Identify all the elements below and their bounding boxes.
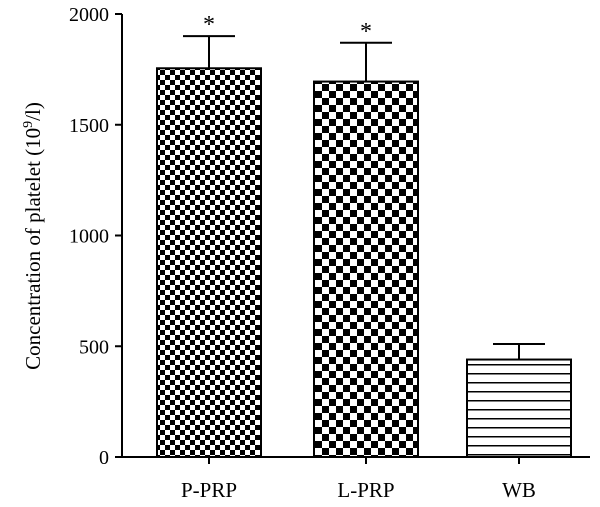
y-axis-title-end: /l): [21, 102, 45, 121]
y-tick-label-0: 0: [99, 447, 109, 469]
y-ticks-layer: 0 500 1000 1500 2000: [69, 4, 122, 469]
bar-wb: [466, 358, 572, 459]
x-labels-layer: P-PRP L-PRP WB: [181, 457, 536, 502]
y-axis-title: Concentration of platelet (109/l): [21, 102, 45, 370]
y-tick-label-1500: 1500: [69, 115, 109, 137]
y-tick-label-2000: 2000: [69, 4, 109, 26]
y-tick-label-500: 500: [79, 336, 109, 358]
significance-mark-p-prp: *: [203, 12, 215, 38]
x-tick-label-p-prp: P-PRP: [181, 478, 237, 502]
significance-mark-l-prp: *: [360, 19, 372, 45]
bars-layer: [156, 67, 572, 459]
x-tick-label-l-prp: L-PRP: [337, 478, 394, 502]
error-bars-layer: * *: [183, 12, 545, 360]
bar-l-prp: [313, 80, 419, 459]
x-tick-label-wb: WB: [502, 478, 536, 502]
y-axis-title-superscript: 9: [21, 121, 36, 128]
y-tick-label-1000: 1000: [69, 226, 109, 248]
bar-p-prp: [156, 67, 262, 459]
